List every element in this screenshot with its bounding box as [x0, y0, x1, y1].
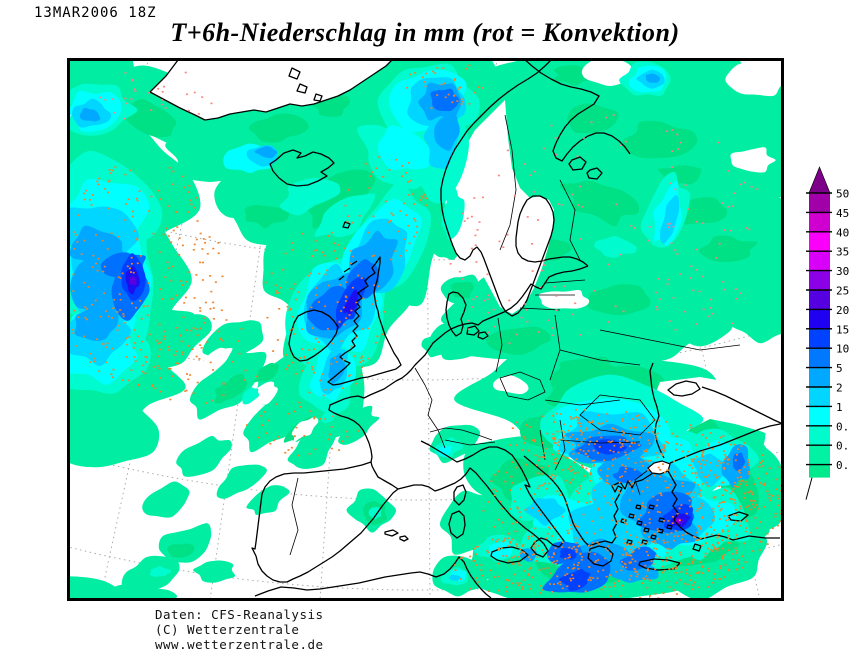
footer-website: www.wetterzentrale.de	[155, 637, 324, 652]
precip-shading	[67, 58, 783, 600]
scale-tick-label: 2	[836, 382, 843, 395]
country-borders	[289, 114, 741, 556]
scale-tick-label: 35	[836, 246, 849, 259]
scale-tick-label: 45	[836, 207, 849, 220]
map-canvas	[67, 58, 783, 600]
scale-tick-label: 10	[836, 343, 849, 356]
scale-tick-label: 0.1	[836, 459, 850, 472]
scale-tick-label: 0.5	[836, 420, 850, 433]
convection-dots	[67, 64, 783, 600]
scale-tick-label: 50	[836, 188, 849, 201]
scale-tick-label: 1	[836, 401, 843, 414]
timestamp-label: 13MAR2006 18Z	[34, 5, 157, 21]
map-title: T+6h-Niederschlag in mm (rot = Konvektio…	[170, 18, 680, 47]
scale-tick-label: 25	[836, 285, 849, 298]
precip-color-scale: 50 45 40 35 30 25 20 15 10 5 2 1 0.5 0.2 0.1	[805, 166, 850, 500]
map-border	[67, 58, 784, 601]
scale-tick-label: 0.2	[836, 440, 850, 453]
scale-arrow-tip	[808, 166, 831, 194]
footer-data-source: Daten: CFS-Reanalysis	[155, 607, 324, 622]
scale-tick-label: 40	[836, 226, 849, 239]
scale-tick-label: 30	[836, 265, 849, 278]
footer-copyright: (C) Wetterzentrale	[155, 622, 300, 637]
scale-tick-label: 20	[836, 304, 849, 317]
scale-tick-label: 5	[836, 362, 843, 375]
scale-tick-label: 15	[836, 323, 849, 336]
footer: Daten: CFS-Reanalysis (C) Wetterzentrale…	[155, 607, 324, 652]
